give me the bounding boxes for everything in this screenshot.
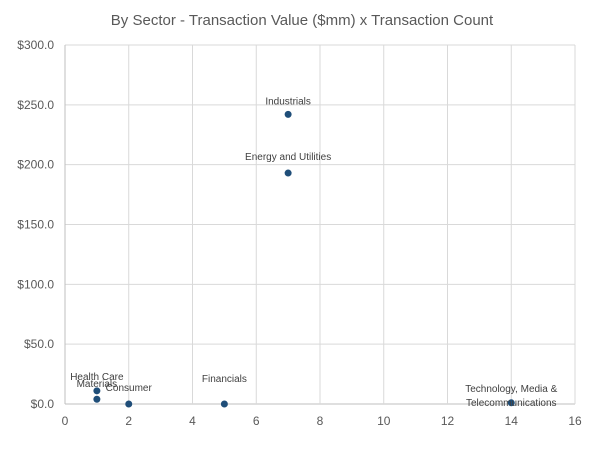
y-tick-label: $250.0 — [17, 98, 54, 112]
data-label: Financials — [202, 374, 247, 385]
data-point — [507, 399, 515, 407]
x-tick-label: 12 — [441, 414, 455, 428]
x-tick-label: 6 — [253, 414, 260, 428]
y-tick-label: $50.0 — [24, 337, 54, 351]
data-label: Industrials — [265, 96, 311, 107]
y-tick-label: $100.0 — [17, 277, 54, 291]
data-label: Technology, Media & Telecommunications — [465, 384, 557, 409]
data-point — [284, 110, 292, 118]
data-label: Consumer — [106, 383, 153, 394]
y-tick-label: $300.0 — [17, 38, 54, 52]
chart-title: By Sector - Transaction Value ($mm) x Tr… — [111, 12, 494, 29]
data-points — [93, 110, 515, 408]
data-labels: Industrials Energy and Utilities Health Ca… — [70, 96, 557, 408]
data-label: Health Care — [70, 372, 124, 383]
x-tick-label: 2 — [125, 414, 132, 428]
y-tick-label: $0.0 — [31, 397, 55, 411]
y-tick-label: $200.0 — [17, 158, 54, 172]
data-label: Materials — [77, 379, 118, 390]
data-point — [125, 400, 133, 408]
x-tick-label: 4 — [189, 414, 196, 428]
data-point — [93, 387, 101, 395]
y-tick-label: $150.0 — [17, 218, 54, 232]
data-point — [284, 169, 292, 177]
x-tick-label: 8 — [317, 414, 324, 428]
axis-ticks: $0.0 $50.0 $100.0 $150.0 $200.0 $250.0 $300.0 0… — [17, 38, 582, 428]
x-tick-label: 0 — [62, 414, 69, 428]
data-label: Energy and Utilities — [245, 152, 331, 163]
x-tick-label: 14 — [505, 414, 519, 428]
x-tick-label: 16 — [568, 414, 582, 428]
data-point — [220, 400, 228, 408]
data-point — [93, 395, 101, 403]
gridlines — [64, 44, 576, 405]
x-tick-label: 10 — [377, 414, 391, 428]
